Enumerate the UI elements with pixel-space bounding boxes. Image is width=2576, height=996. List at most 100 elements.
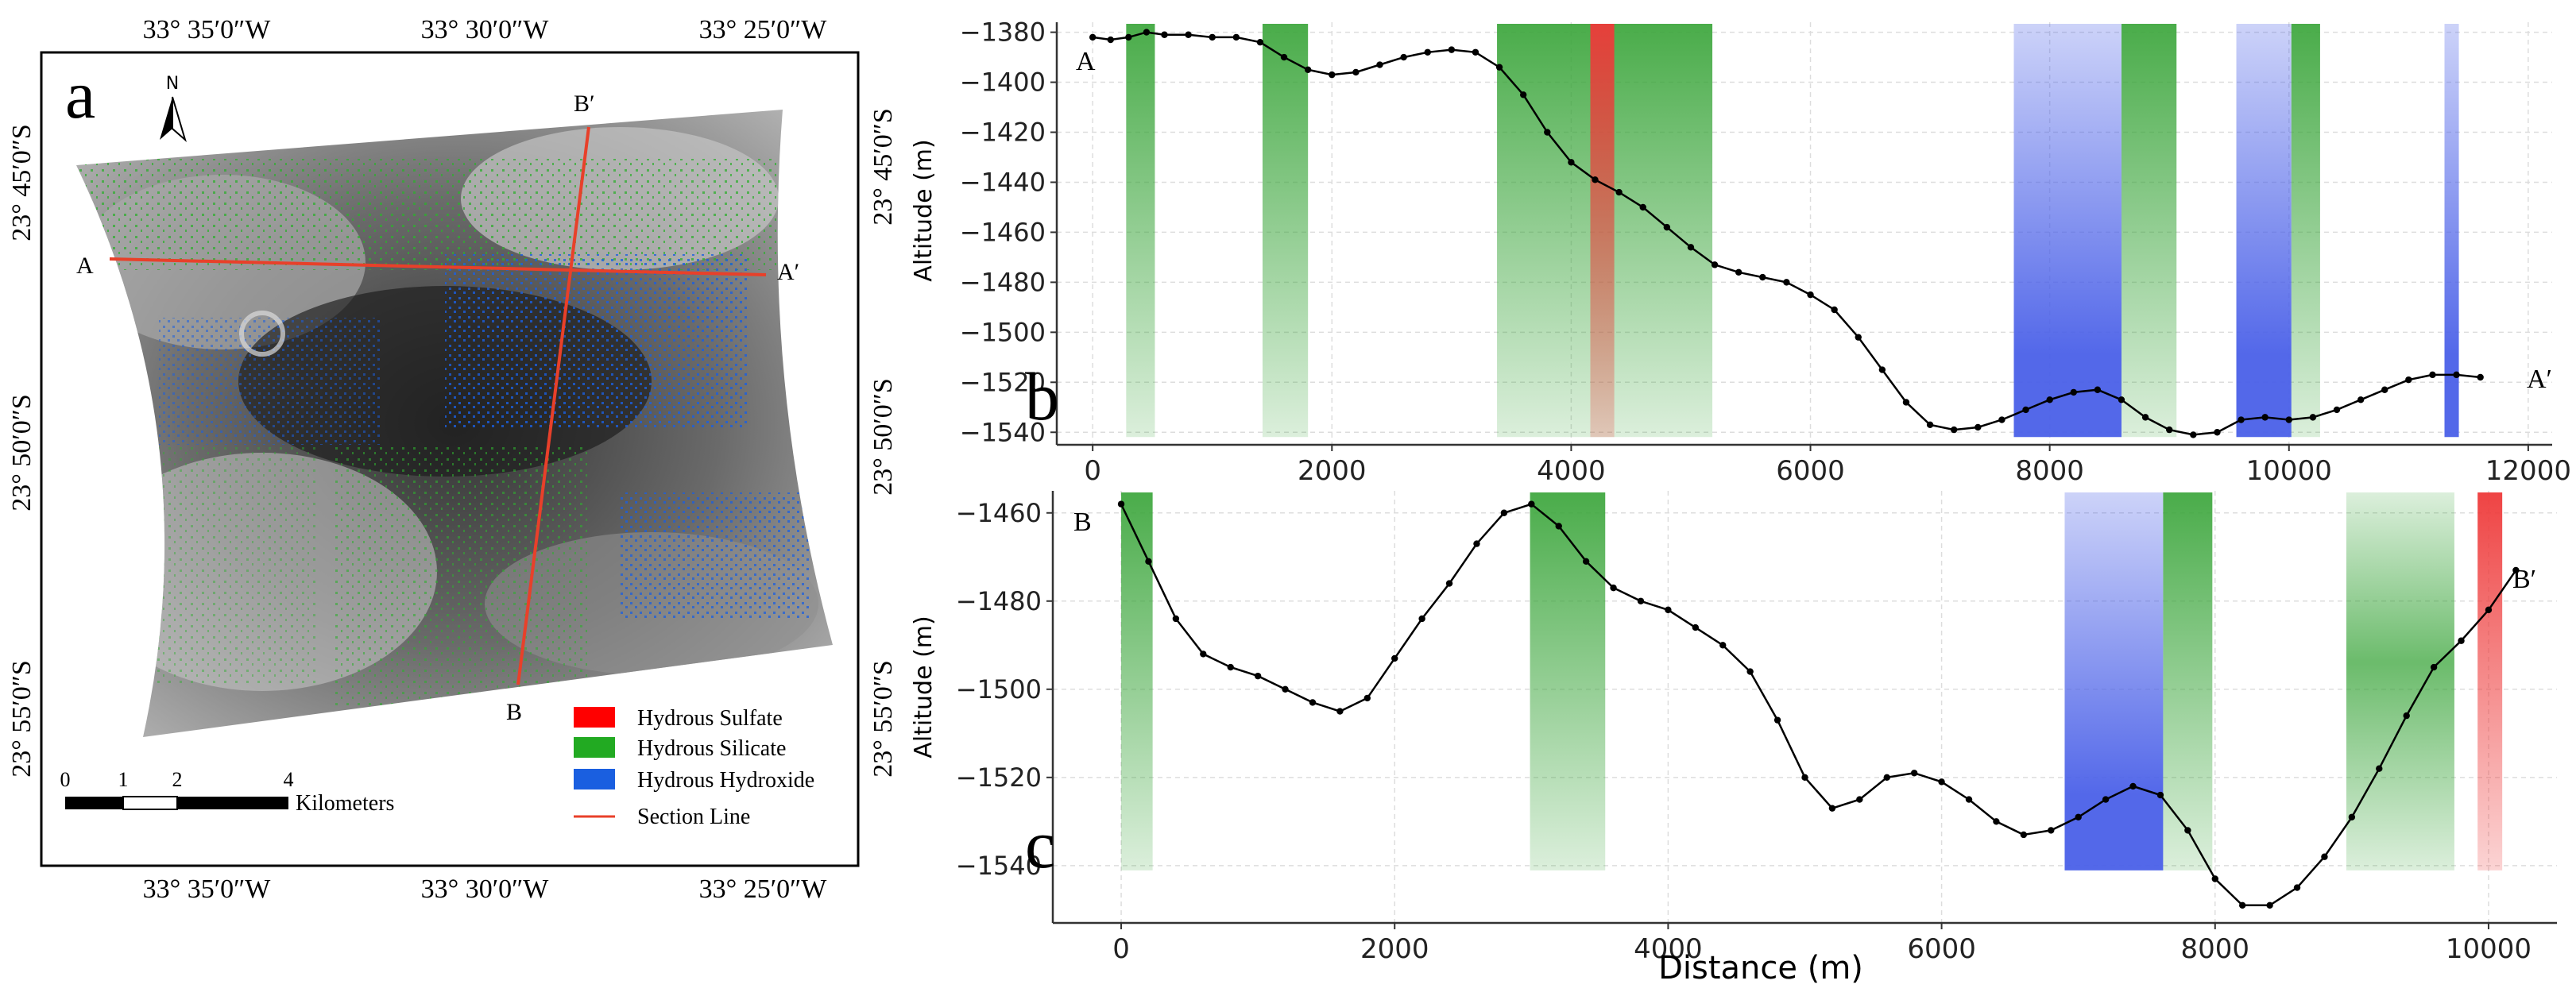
left-tick: 23° 55′0″S: [7, 660, 37, 778]
data-point: [1773, 716, 1781, 724]
left-tick: 23° 50′0″S: [7, 394, 37, 512]
x-tick-label: 6000: [1776, 455, 1845, 487]
data-point: [1185, 31, 1192, 38]
mineral-band: [2477, 492, 2503, 871]
profile-end-label: B′: [2512, 565, 2536, 594]
y-tick-label: −1500: [956, 674, 1042, 705]
data-point: [2261, 414, 2269, 421]
data-point: [1161, 31, 1168, 38]
legend-swatch-hydroxide: [574, 769, 615, 789]
data-point: [1711, 261, 1719, 268]
data-point: [1472, 48, 1479, 56]
data-point: [1528, 500, 1535, 508]
data-point: [1400, 53, 1407, 61]
data-point: [2094, 386, 2102, 393]
bottom-tick: 33° 25′0″W: [699, 874, 828, 904]
section-line-aa: [109, 257, 767, 276]
scale-tick: 0: [60, 768, 71, 791]
data-point: [1938, 778, 1945, 786]
y-tick-label: −1520: [960, 367, 1046, 397]
data-point: [2266, 901, 2273, 909]
panel-label-b: b: [1025, 358, 1059, 434]
mineral-band: [1126, 24, 1155, 438]
data-point: [1200, 650, 1207, 658]
data-point: [2429, 371, 2436, 379]
data-point: [1500, 509, 1508, 516]
data-point: [1692, 623, 1700, 631]
y-tick-label: −1420: [960, 118, 1046, 148]
data-point: [1687, 244, 1695, 251]
x-tick-label: 4000: [1537, 455, 1606, 487]
x-tick-label: 10000: [2246, 455, 2332, 487]
x-tick-label: 12000: [2485, 455, 2571, 487]
data-point: [1582, 558, 1590, 566]
data-point: [1665, 606, 1672, 614]
y-tick-label: −1540: [956, 851, 1042, 881]
data-point: [1232, 33, 1240, 41]
data-point: [2238, 416, 2245, 423]
profile-start-label: B: [1073, 508, 1092, 537]
x-tick-label: 8000: [2181, 933, 2250, 965]
x-tick-label: 8000: [2015, 455, 2084, 487]
data-point: [1519, 91, 1527, 98]
mineral-band: [2291, 24, 2320, 438]
data-point: [1592, 176, 1599, 183]
data-point: [1282, 685, 1289, 693]
panel-label-a: a: [65, 56, 95, 133]
bottom-tick: 33° 35′0″W: [143, 874, 272, 904]
y-axis-label: Altitude (m): [910, 139, 938, 281]
data-point: [2022, 406, 2029, 414]
data-point: [1783, 279, 1790, 286]
mineral-band: [2163, 492, 2213, 871]
data-point: [1473, 540, 1480, 547]
x-axis-label: Distance (m): [1658, 950, 1863, 986]
data-point: [2477, 373, 2484, 381]
data-point: [1280, 53, 1288, 61]
panel-label-c: c: [1025, 806, 1055, 882]
data-point: [1735, 268, 1742, 276]
scale-tick: 1: [118, 768, 129, 791]
legend-label: Hydrous Sulfate: [637, 706, 783, 731]
data-point: [1227, 663, 1234, 671]
data-point: [2075, 813, 2082, 820]
y-tick-label: −1520: [956, 762, 1042, 793]
data-point: [2048, 827, 2055, 834]
data-point: [1719, 642, 1727, 649]
data-point: [2214, 429, 2221, 436]
profile-end-label: A′: [2527, 365, 2552, 394]
data-point: [2156, 791, 2164, 799]
data-point: [1445, 580, 1453, 587]
data-point: [2333, 406, 2341, 414]
map-legend: Hydrous Sulfate Hydrous Silicate Hydrous…: [574, 706, 814, 829]
data-point: [1759, 273, 1766, 281]
data-point: [1256, 38, 1264, 46]
data-point: [1855, 334, 1862, 341]
data-point: [1143, 29, 1151, 36]
profile-line: [1093, 31, 2481, 436]
y-tick-label: −1440: [960, 167, 1046, 197]
legend-label: Hydrous Silicate: [637, 736, 786, 761]
mineral-band: [1121, 492, 1153, 871]
top-tick: 33° 25′0″W: [699, 15, 828, 44]
data-point: [2293, 884, 2301, 891]
y-tick-label: −1500: [960, 317, 1046, 347]
data-point: [2238, 901, 2246, 909]
data-point: [2512, 566, 2520, 574]
y-tick-label: −1460: [956, 498, 1042, 528]
chart-b-profile-aa: 0 2000 4000 6000 8000 10000 12000 −1380 −1400 −14…: [910, 17, 2571, 487]
section-label-a-prime: A′: [777, 259, 799, 285]
data-point: [1209, 33, 1216, 41]
mineral-band: [2444, 24, 2459, 438]
data-point: [2190, 431, 2197, 438]
data-point: [1495, 64, 1503, 71]
data-point: [1424, 48, 1431, 56]
data-point: [1998, 416, 2005, 423]
section-label-b-prime: B′: [574, 91, 595, 117]
scale-tick: 4: [284, 768, 294, 791]
legend-swatch-sulfate: [574, 707, 615, 728]
data-point: [2403, 712, 2410, 720]
mineral-band: [1530, 492, 1606, 871]
data-point: [1856, 796, 1863, 803]
data-point: [1801, 774, 1808, 782]
data-point: [1304, 66, 1312, 74]
